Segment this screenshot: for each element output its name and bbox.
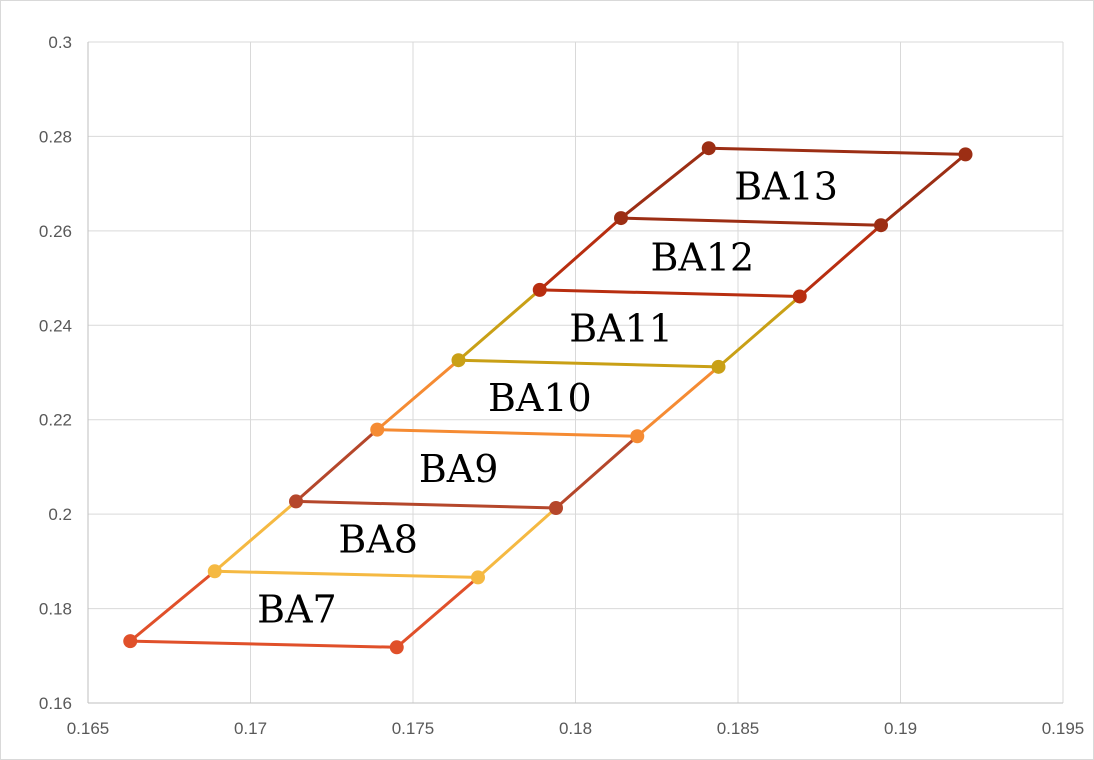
- region-ba7-left-edge: [128, 569, 217, 643]
- region-edges: [128, 146, 967, 649]
- region-ba11-right-edge: [717, 294, 802, 369]
- region-ba8-left-edge: [213, 499, 298, 573]
- region-ba9-point: [549, 501, 563, 516]
- x-tick-label: 0.175: [392, 719, 435, 738]
- region-ba13-bottom-edge: [619, 216, 883, 227]
- y-tick-label: 0.22: [39, 411, 72, 430]
- region-ba13-point: [874, 218, 888, 233]
- grid: [88, 41, 1064, 703]
- region-ba9-bottom-edge: [294, 499, 558, 510]
- region-ba12-point: [532, 282, 547, 297]
- x-tick-label: 0.165: [67, 719, 110, 738]
- region-label-ba10: BA10: [488, 376, 592, 420]
- region-ba7-point: [123, 634, 138, 649]
- region-ba11-left-edge: [457, 288, 542, 362]
- region-ba13-right-edge: [879, 152, 967, 227]
- y-tick-label: 0.28: [39, 127, 72, 146]
- y-tick-label: 0.3: [48, 33, 72, 52]
- x-tick-label: 0.185: [717, 719, 760, 738]
- y-tick-label: 0.24: [39, 316, 72, 335]
- region-label-ba12: BA12: [651, 235, 755, 279]
- y-tick-label: 0.2: [48, 505, 72, 524]
- region-label-ba13: BA13: [734, 164, 838, 208]
- y-tick-label: 0.18: [39, 600, 72, 619]
- region-ba12-bottom-edge: [538, 288, 802, 298]
- region-ba11-point: [711, 359, 726, 374]
- x-tick-label: 0.18: [559, 719, 592, 738]
- region-ba8-point: [207, 564, 222, 579]
- region-ba9-left-edge: [294, 428, 379, 503]
- region-ba10-left-edge: [375, 358, 460, 432]
- region-ba8-point: [471, 570, 485, 585]
- region-ba10-bottom-edge: [375, 428, 639, 438]
- region-label-ba9: BA9: [419, 447, 499, 491]
- region-ba8-bottom-edge: [213, 569, 480, 579]
- region-ba12-right-edge: [798, 223, 883, 298]
- region-ba10-right-edge: [635, 365, 720, 438]
- region-ba13-top-edge: [707, 146, 967, 156]
- region-label-ba11: BA11: [569, 306, 673, 350]
- region-ba7-point: [389, 640, 404, 655]
- region-label-ba7: BA7: [257, 587, 337, 631]
- region-ba7-right-edge: [395, 575, 480, 649]
- region-ba9-right-edge: [554, 434, 639, 510]
- region-ba7-bottom-edge: [128, 639, 399, 649]
- region-ba13-left-edge: [619, 146, 711, 220]
- region-label-ba8: BA8: [338, 518, 418, 562]
- x-tick-label: 0.195: [1042, 719, 1085, 738]
- region-ba11-bottom-edge: [457, 358, 720, 369]
- y-tick-label: 0.26: [39, 222, 72, 241]
- region-ba13-point: [701, 141, 716, 156]
- region-ba13-point: [614, 211, 628, 226]
- x-tick-label: 0.17: [234, 719, 267, 738]
- region-ba10-point: [370, 422, 385, 437]
- region-ba8-right-edge: [476, 506, 558, 579]
- region-ba12-left-edge: [538, 216, 623, 292]
- region-ba12-point: [792, 289, 807, 304]
- region-ba11-point: [451, 353, 466, 368]
- axes: 0.16 0.18 0.2 0.22 0.24 0.26 0.28 0.3 0.165 0.17 0…: [39, 33, 1084, 738]
- region-ba10-point: [630, 429, 645, 444]
- region-ba9-point: [289, 494, 303, 509]
- region-ba13-point: [958, 147, 973, 162]
- y-tick-label: 0.16: [39, 694, 72, 713]
- data-points: [123, 141, 973, 655]
- x-tick-label: 0.19: [884, 719, 917, 738]
